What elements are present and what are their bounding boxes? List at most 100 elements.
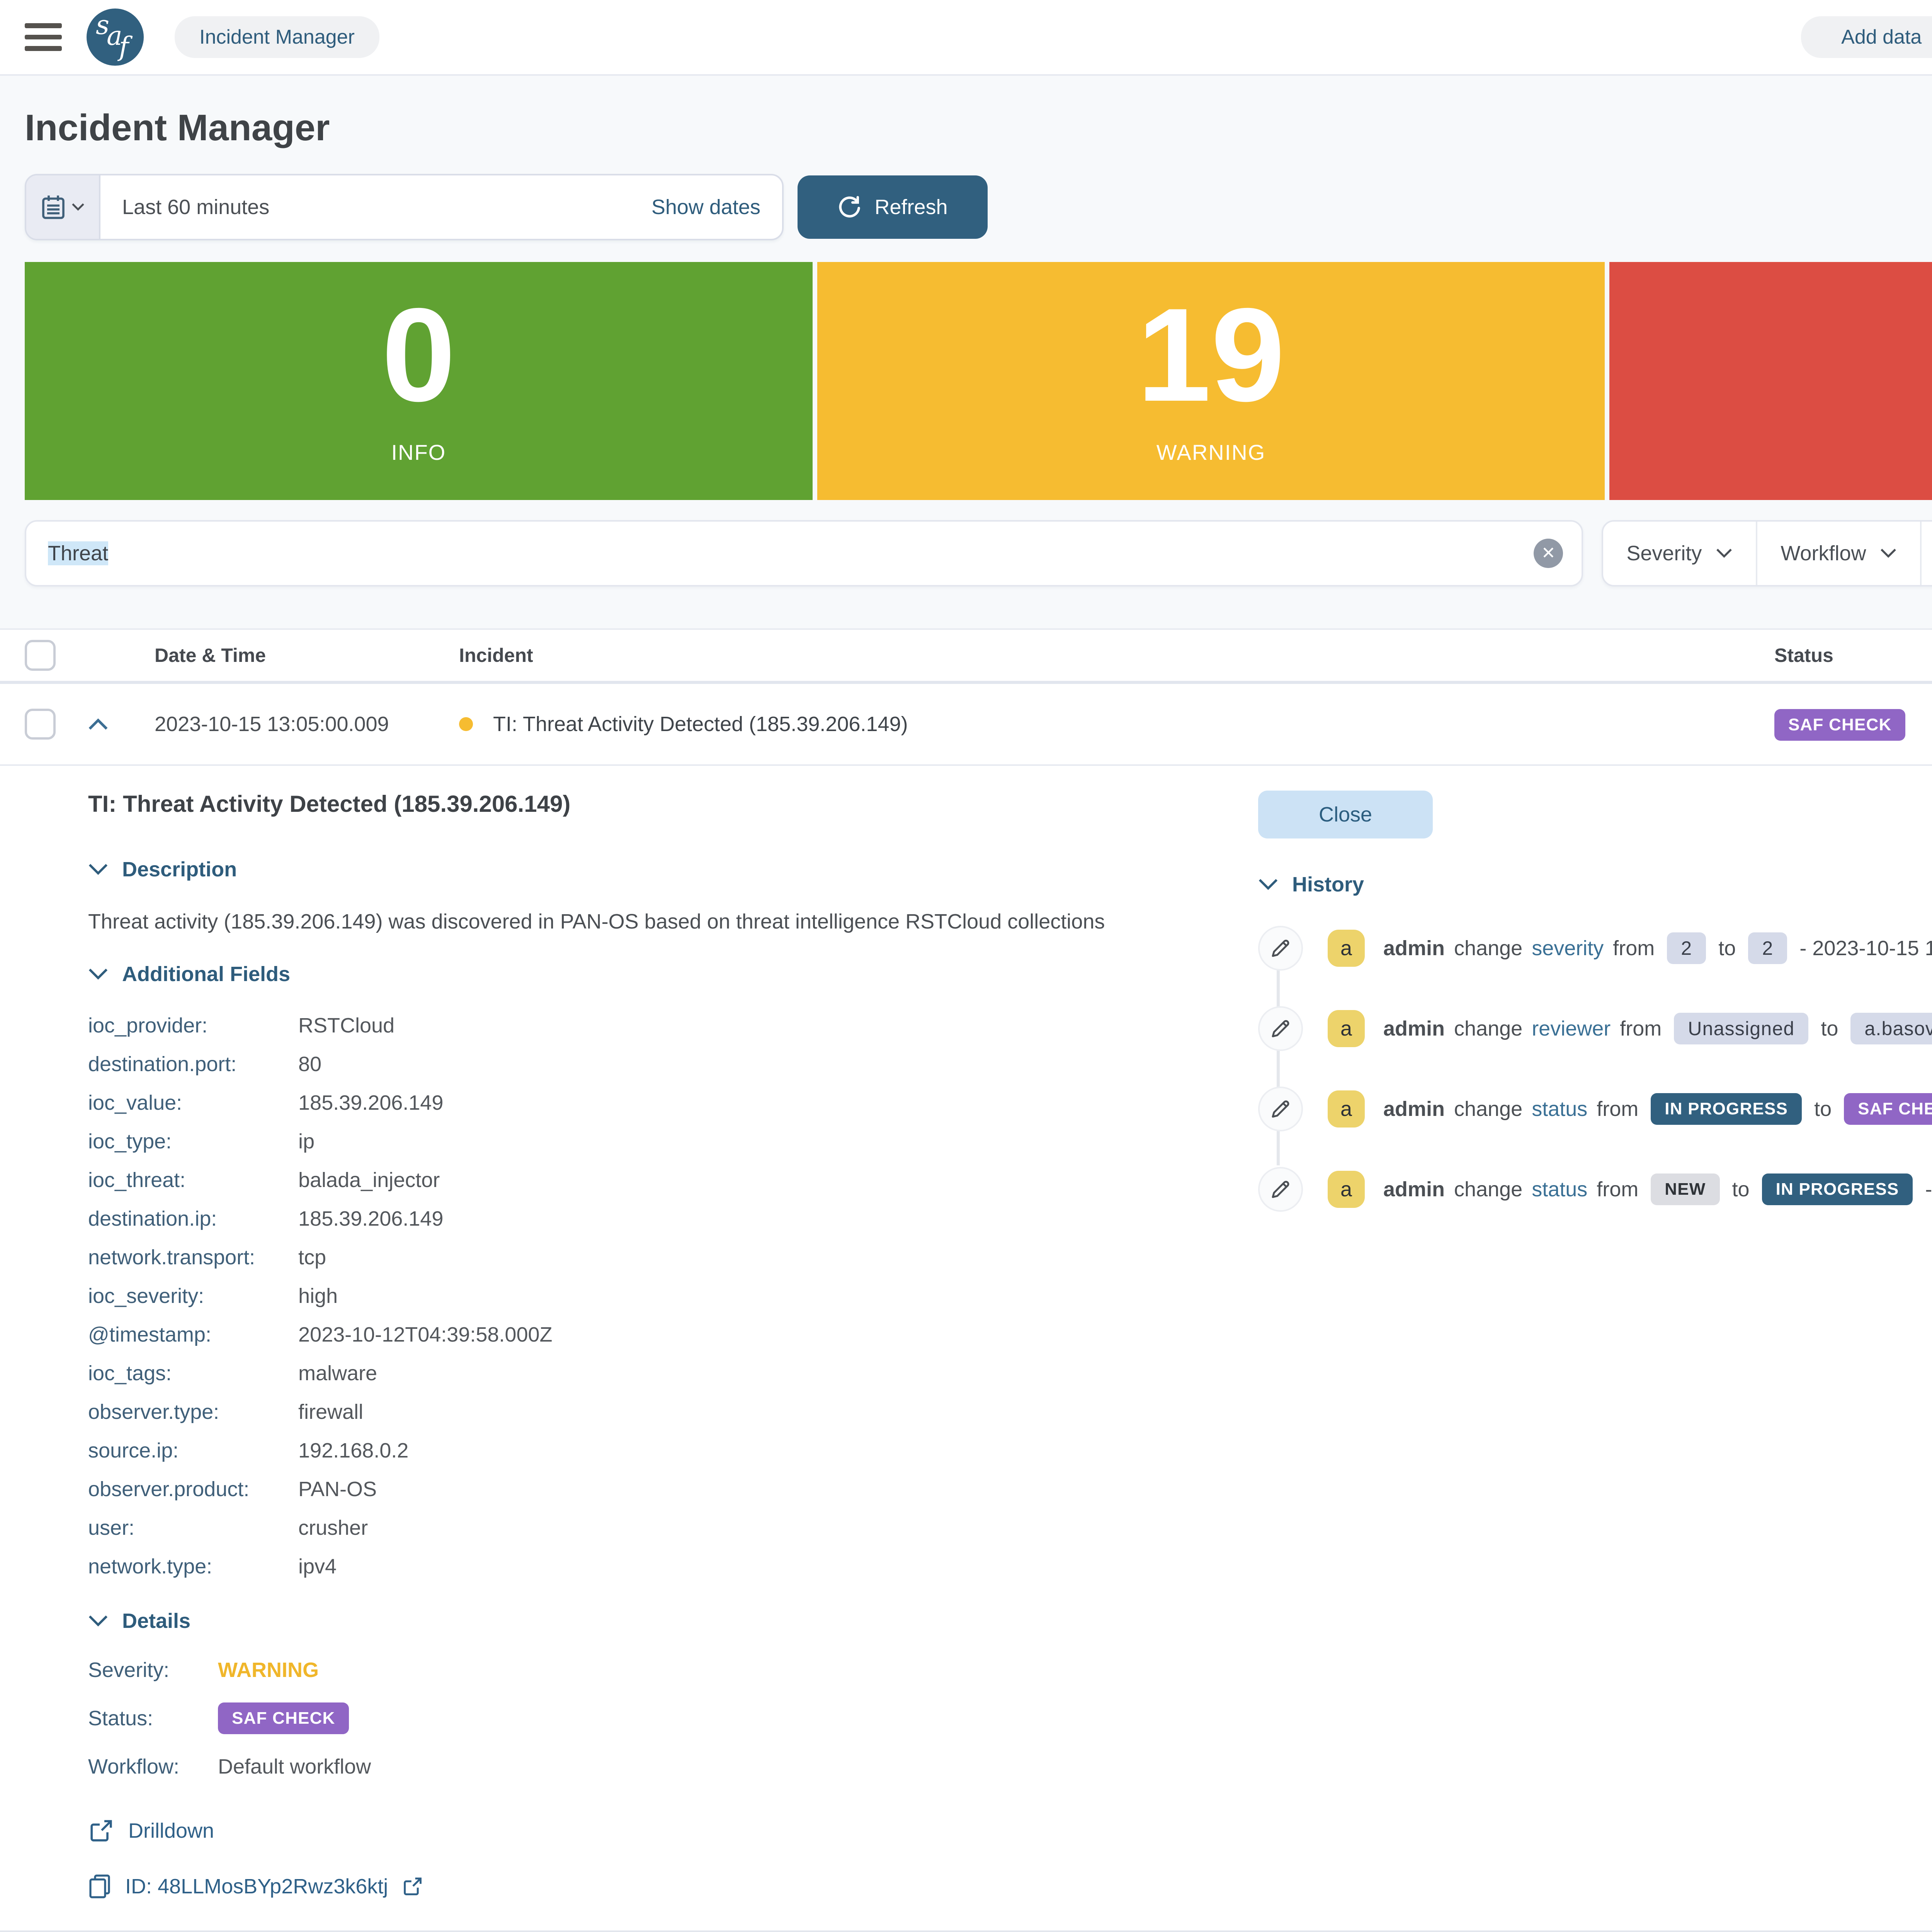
time-range-field[interactable]: Last 60 minutes Show dates (100, 175, 782, 239)
workflow-value: Default workflow (218, 1755, 371, 1778)
status-dropdown[interactable]: Status (1920, 522, 1932, 585)
history-action: change (1454, 1017, 1523, 1040)
history-text: admin change status from IN PROGRESS to … (1383, 1093, 1932, 1125)
calendar-toggle[interactable] (26, 175, 100, 239)
field-label: @timestamp: (88, 1323, 211, 1346)
search-input[interactable]: Threat ✕ (25, 520, 1583, 587)
workflow-dropdown[interactable]: Workflow (1756, 522, 1920, 585)
controls-row: Last 60 minutes Show dates Refresh (25, 174, 1932, 240)
additional-fields-section-toggle[interactable]: Additional Fields (88, 962, 1258, 986)
status-label: Status: (88, 1706, 153, 1730)
field-value: balada_injector (298, 1168, 440, 1192)
history-user: admin (1383, 1017, 1445, 1040)
show-dates-link[interactable]: Show dates (651, 196, 760, 219)
field-label: user: (88, 1516, 135, 1539)
stat-value: 0 (381, 280, 456, 429)
app-chip-incident-manager[interactable]: Incident Manager (175, 16, 379, 58)
close-detail-button[interactable]: Close (1258, 791, 1433, 838)
refresh-button[interactable]: Refresh (798, 175, 988, 239)
history-item: a admin change severity from 2 to 2 - 20… (1258, 926, 1932, 971)
history-avatar: a (1328, 1090, 1365, 1128)
history-from-badge: IN PROGRESS (1651, 1093, 1802, 1125)
drilldown-label: Drilldown (128, 1819, 214, 1842)
field-label: ioc_severity: (88, 1284, 204, 1308)
incident-id-text: ID: 48LLMosBYp2Rwz3k6ktj (125, 1874, 388, 1898)
field-label: network.transport: (88, 1245, 255, 1269)
details-section-toggle[interactable]: Details (88, 1609, 1258, 1633)
open-id-external-link-icon[interactable] (402, 1876, 423, 1897)
external-link-icon (88, 1818, 114, 1844)
field-value: RSTCloud (298, 1014, 395, 1037)
description-section-toggle[interactable]: Description (88, 857, 1258, 881)
clear-search-icon[interactable]: ✕ (1534, 539, 1563, 568)
severity-dropdown[interactable]: Severity (1603, 522, 1756, 585)
incident-title[interactable]: TI: Threat Activity Detected (185.39.206… (493, 713, 908, 736)
severity-dropdown-label: Severity (1626, 542, 1702, 565)
history-to-badge: SAF CHECK (1844, 1093, 1932, 1125)
field-value: firewall (298, 1400, 364, 1423)
stat-card-critical[interactable]: 35 CRITICAL (1609, 262, 1932, 500)
detail-status-badge: SAF CHECK (218, 1702, 349, 1734)
page-title: Incident Manager (25, 107, 330, 148)
stat-card-info[interactable]: 0 INFO (25, 262, 813, 500)
field-value: high (298, 1284, 338, 1308)
history-item: a admin change status from NEW to IN PRO… (1258, 1167, 1932, 1212)
collapse-row-chevron-up-icon[interactable] (87, 716, 110, 732)
column-header-incident[interactable]: Incident (459, 645, 533, 666)
add-data-button[interactable]: Add data (1801, 16, 1932, 58)
additional-field-row: observer.product: PAN-OS (88, 1470, 1258, 1509)
table-row[interactable]: 2023-10-15 13:05:00.009 TI: Threat Activ… (0, 684, 1932, 766)
detail-right-column: Close History a admin change severity fr… (1258, 791, 1932, 1900)
history-to-word: to (1732, 1178, 1750, 1201)
field-label: ioc_value: (88, 1091, 182, 1114)
history-from-badge: NEW (1651, 1173, 1720, 1205)
severity-label: Severity: (88, 1658, 170, 1682)
field-label: destination.ip: (88, 1207, 217, 1230)
additional-field-row: @timestamp: 2023-10-12T04:39:58.000Z (88, 1315, 1258, 1354)
history-to-word: to (1814, 1097, 1832, 1121)
drilldown-link[interactable]: Drilldown (88, 1818, 1258, 1844)
column-header-datetime[interactable]: Date & Time (155, 645, 266, 666)
hamburger-menu-icon[interactable] (25, 23, 62, 51)
history-field-link[interactable]: severity (1532, 937, 1604, 960)
history-field-link[interactable]: status (1532, 1178, 1588, 1201)
pencil-icon (1258, 1087, 1303, 1131)
additional-field-row: network.transport: tcp (88, 1238, 1258, 1277)
history-field-link[interactable]: reviewer (1532, 1017, 1611, 1040)
history-timestamp: - 2023-10-15 14:01:01 (1925, 1178, 1932, 1201)
history-to-badge: IN PROGRESS (1762, 1173, 1913, 1205)
select-all-checkbox[interactable] (25, 640, 56, 671)
logo-letter: f (119, 32, 129, 62)
incident-id-row[interactable]: ID: 48LLMosBYp2Rwz3k6ktj (88, 1873, 1258, 1900)
field-value: 185.39.206.149 (298, 1207, 444, 1230)
topbar-right: Add data Jobs Activity a admin (1801, 16, 1932, 58)
history-user: admin (1383, 1178, 1445, 1201)
history-field-link[interactable]: status (1532, 1097, 1588, 1121)
calendar-icon (40, 193, 66, 221)
chevron-down-icon (88, 1615, 108, 1627)
filter-row: Threat ✕ Severity Workflow Status Review… (25, 520, 1932, 587)
field-value: 192.168.0.2 (298, 1439, 409, 1462)
additional-field-row: ioc_severity: high (88, 1277, 1258, 1315)
stat-card-warning[interactable]: 19 WARNING (817, 262, 1605, 500)
table-header-row: Date & Time Incident Status Reviewer (0, 630, 1932, 684)
row-checkbox[interactable] (25, 709, 56, 740)
chevron-down-icon (1881, 549, 1896, 558)
additional-fields-list: ioc_provider: RSTCloud destination.port:… (88, 1006, 1258, 1586)
field-label: ioc_type: (88, 1129, 172, 1153)
field-value: PAN-OS (298, 1477, 377, 1501)
history-section-toggle[interactable]: History (1258, 872, 1932, 896)
search-value: Threat (48, 541, 109, 565)
history-to-word: to (1718, 937, 1736, 960)
history-text: admin change status from NEW to IN PROGR… (1383, 1173, 1932, 1205)
pencil-icon (1258, 926, 1303, 971)
detail-title: TI: Threat Activity Detected (185.39.206… (88, 791, 571, 817)
stat-label: WARNING (1156, 440, 1266, 464)
history-text: admin change reviewer from Unassigned to… (1383, 1013, 1932, 1044)
column-header-status[interactable]: Status (1774, 645, 1833, 666)
chevron-down-icon (71, 202, 85, 212)
page-head: Incident Manager Last 60 minutes (0, 76, 1932, 587)
additional-field-row: ioc_value: 185.39.206.149 (88, 1083, 1258, 1122)
history-avatar: a (1328, 930, 1365, 967)
